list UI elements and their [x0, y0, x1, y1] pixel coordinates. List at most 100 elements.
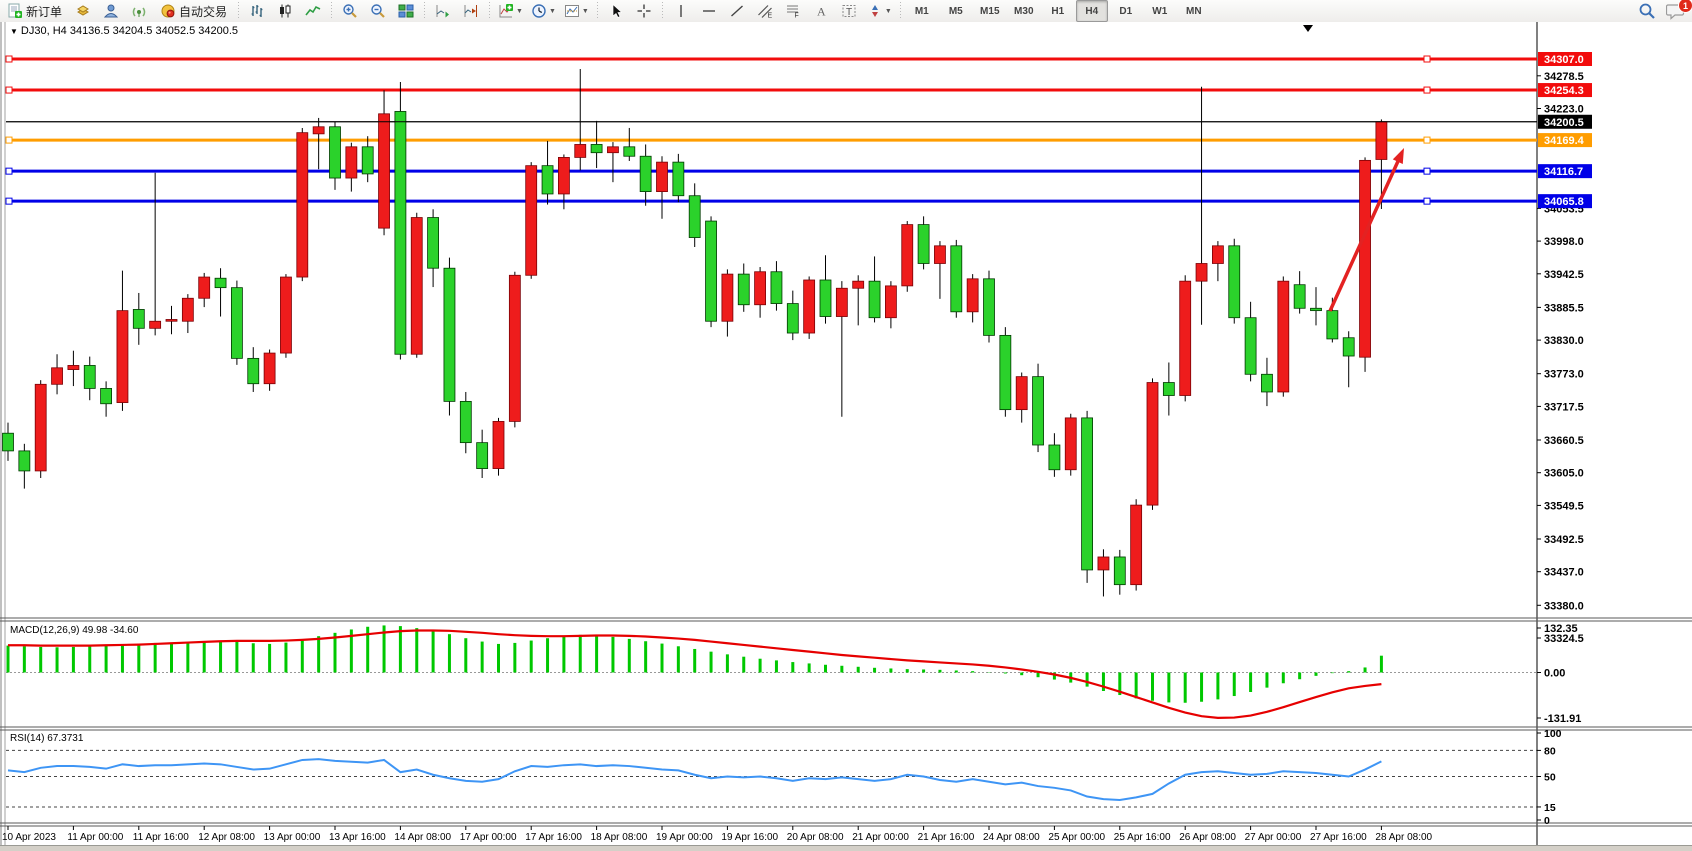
svg-text:34065.8: 34065.8: [1544, 196, 1584, 208]
navigator-button[interactable]: [98, 0, 124, 22]
auto-scroll-icon: [435, 3, 451, 19]
svg-text:E: E: [767, 13, 772, 20]
notification-badge: 1: [1678, 0, 1692, 13]
hline-handle[interactable]: [5, 136, 13, 144]
date-label: 11 Apr 16:00: [133, 832, 189, 843]
price-badge: 34065.8: [1538, 194, 1592, 209]
templates-button[interactable]: ▼: [561, 0, 592, 22]
zoom-out-button[interactable]: [365, 0, 391, 22]
hline-handle[interactable]: [5, 167, 13, 175]
toolbar-separator: [422, 2, 428, 20]
vertical-line-button[interactable]: [668, 0, 694, 22]
market-depth-icon: [75, 3, 91, 19]
hline-handle[interactable]: [1423, 55, 1431, 63]
chevron-down-icon: ▼: [884, 7, 892, 15]
hline-handle[interactable]: [1423, 167, 1431, 175]
candle: [672, 161, 685, 197]
bar-chart-button[interactable]: [244, 0, 270, 22]
time-axis: 10 Apr 2023 11 Apr 00:00 11 Apr 16:00 12 Ap…: [2, 826, 1433, 843]
candle: [214, 277, 227, 289]
hline-handle[interactable]: [5, 55, 13, 63]
fibonacci-button[interactable]: F: [780, 0, 806, 22]
timeframe-button-w1[interactable]: W1: [1152, 5, 1168, 17]
chart-canvas[interactable]: 34278.534223.034053.533998.033942.533885…: [0, 22, 1692, 851]
timeframe-button-m30[interactable]: M30: [1014, 5, 1034, 17]
price-tick-label: 33717.5: [1544, 401, 1584, 413]
autotrading-icon: [160, 3, 176, 19]
candle: [459, 400, 472, 444]
chart-shift-icon: [463, 3, 479, 19]
cursor-button[interactable]: [603, 0, 629, 22]
indicators-button[interactable]: ▼: [495, 0, 526, 22]
horizontal-line-button[interactable]: [696, 0, 722, 22]
candle: [770, 271, 783, 304]
text-button[interactable]: A: [808, 0, 834, 22]
trendline-button[interactable]: [724, 0, 750, 22]
candle: [18, 450, 31, 472]
candle: [263, 352, 276, 385]
candle: [361, 146, 374, 175]
line-chart-button[interactable]: [300, 0, 326, 22]
hline-handle[interactable]: [1423, 197, 1431, 205]
hline-handle[interactable]: [5, 197, 13, 205]
hline-handle[interactable]: [1423, 86, 1431, 94]
price-badge: 34254.3: [1538, 83, 1592, 98]
timeframe-button-mn[interactable]: MN: [1186, 5, 1202, 17]
candle: [1081, 417, 1093, 571]
toolbar-separator: [897, 2, 903, 20]
date-label: 25 Apr 00:00: [1048, 832, 1105, 843]
arrows-button[interactable]: ▼: [864, 0, 895, 22]
candle: [51, 367, 63, 385]
arrow-annotation[interactable]: [1328, 148, 1404, 312]
scroll-marker-icon[interactable]: [1303, 25, 1313, 32]
toolbar-separator: [659, 2, 665, 20]
rsi-indicator-label: RSI(14) 67.3731: [10, 733, 84, 744]
tile-windows-button[interactable]: [393, 0, 419, 22]
timeframe-button-h1[interactable]: H1: [1051, 5, 1065, 17]
chart-shift-button[interactable]: [458, 0, 484, 22]
price-tick-label: 33885.5: [1544, 302, 1584, 314]
chat-icon[interactable]: 1: [1666, 0, 1692, 20]
auto-scroll-button[interactable]: [430, 0, 456, 22]
crosshair-button[interactable]: [631, 0, 657, 22]
candle: [1195, 263, 1208, 282]
search-icon[interactable]: [1638, 2, 1656, 20]
candle: [885, 285, 897, 319]
chart-window[interactable]: 34278.5 34223.0 34053.5 33998.0 33942.5 33885…: [0, 22, 1692, 851]
price-tick-label: 33773.0: [1544, 369, 1584, 381]
date-label: 24 Apr 08:00: [983, 832, 1040, 843]
candle: [705, 220, 717, 322]
candle: [934, 245, 946, 264]
timeframe-button-d1[interactable]: D1: [1119, 5, 1133, 17]
autotrading-button[interactable]: 自动交易: [154, 0, 233, 22]
crosshair-icon: [636, 3, 652, 19]
chart-title: ▼ DJ30, H4 34136.5 34204.5 34052.5 34200.…: [10, 25, 239, 37]
new-order-button-label: 新订单: [26, 4, 63, 19]
candle: [1326, 310, 1339, 340]
candlestick-chart-button[interactable]: [272, 0, 298, 22]
trendline-icon: [729, 3, 745, 19]
candle: [835, 287, 848, 317]
hline-handle[interactable]: [5, 86, 13, 94]
text-label-button[interactable]: T: [836, 0, 862, 22]
candle: [737, 273, 750, 306]
zoom-in-button[interactable]: [337, 0, 363, 22]
hline-handle[interactable]: [1423, 136, 1431, 144]
candlestick-chart-icon: [277, 3, 293, 19]
new-order-button[interactable]: 新订单: [1, 0, 68, 22]
signals-button[interactable]: [126, 0, 152, 22]
equidistant-channel-button[interactable]: E: [752, 0, 778, 22]
market-depth-button[interactable]: [70, 0, 96, 22]
periods-button[interactable]: ▼: [528, 0, 559, 22]
candle: [296, 132, 309, 278]
chart-dropdown-icon[interactable]: ▼: [10, 27, 18, 36]
price-badge: 34169.4: [1538, 133, 1592, 148]
svg-text:T: T: [846, 7, 852, 18]
candle: [852, 280, 865, 289]
timeframe-button-m15[interactable]: M15: [980, 5, 1000, 17]
new-order-icon: [7, 3, 23, 19]
candle: [149, 320, 162, 329]
timeframe-button-m1[interactable]: M1: [914, 5, 929, 17]
timeframe-button-m5[interactable]: M5: [948, 5, 963, 17]
timeframe-button-h4[interactable]: H4: [1075, 0, 1108, 22]
